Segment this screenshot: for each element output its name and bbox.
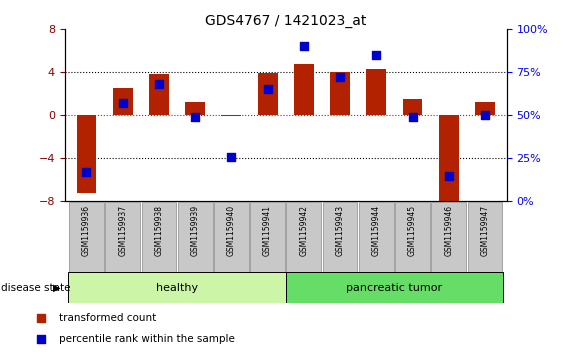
FancyBboxPatch shape (68, 272, 286, 303)
Bar (330, 72, 350, 115)
Text: GSM1159938: GSM1159938 (154, 205, 163, 256)
Bar (258, 73, 278, 115)
FancyBboxPatch shape (359, 202, 394, 272)
FancyBboxPatch shape (250, 202, 285, 272)
Point (444, 173, 453, 179)
Bar (475, 102, 495, 115)
FancyBboxPatch shape (395, 202, 430, 272)
Bar (403, 99, 422, 115)
Point (336, 74, 345, 80)
Text: GSM1159941: GSM1159941 (263, 205, 272, 256)
Point (480, 113, 489, 118)
Text: ▶: ▶ (53, 283, 61, 293)
Text: GSM1159945: GSM1159945 (408, 205, 417, 256)
Text: GSM1159947: GSM1159947 (480, 205, 489, 256)
FancyBboxPatch shape (286, 272, 503, 303)
Text: disease state: disease state (1, 283, 70, 293)
Title: GDS4767 / 1421023_at: GDS4767 / 1421023_at (205, 14, 367, 28)
Text: GSM1159943: GSM1159943 (336, 205, 345, 256)
FancyBboxPatch shape (214, 202, 249, 272)
Text: GSM1159946: GSM1159946 (444, 205, 453, 256)
Text: GSM1159936: GSM1159936 (82, 205, 91, 256)
Text: transformed count: transformed count (59, 313, 156, 323)
Point (408, 114, 417, 120)
FancyBboxPatch shape (69, 202, 104, 272)
Bar (367, 69, 386, 115)
Bar (185, 102, 205, 115)
Point (118, 100, 127, 106)
Point (36, 315, 46, 321)
Point (191, 114, 200, 120)
Bar (221, 115, 242, 116)
FancyBboxPatch shape (468, 202, 502, 272)
Point (36, 336, 46, 342)
Point (154, 81, 163, 87)
Bar (149, 74, 169, 115)
Text: GSM1159940: GSM1159940 (227, 205, 236, 256)
Point (263, 86, 272, 92)
FancyBboxPatch shape (105, 202, 140, 272)
FancyBboxPatch shape (287, 202, 321, 272)
Point (82, 169, 91, 175)
Text: GSM1159939: GSM1159939 (191, 205, 200, 256)
Bar (113, 88, 133, 115)
Bar (294, 64, 314, 115)
FancyBboxPatch shape (323, 202, 358, 272)
Bar (77, 115, 96, 193)
Text: GSM1159937: GSM1159937 (118, 205, 127, 256)
Text: GSM1159944: GSM1159944 (372, 205, 381, 256)
Point (372, 52, 381, 58)
Bar (439, 115, 459, 201)
FancyBboxPatch shape (431, 202, 466, 272)
Text: healthy: healthy (156, 283, 198, 293)
Text: GSM1159942: GSM1159942 (300, 205, 309, 256)
Point (300, 44, 309, 49)
FancyBboxPatch shape (178, 202, 213, 272)
FancyBboxPatch shape (141, 202, 176, 272)
Text: percentile rank within the sample: percentile rank within the sample (59, 334, 234, 344)
Point (227, 154, 236, 160)
Text: pancreatic tumor: pancreatic tumor (346, 283, 443, 293)
